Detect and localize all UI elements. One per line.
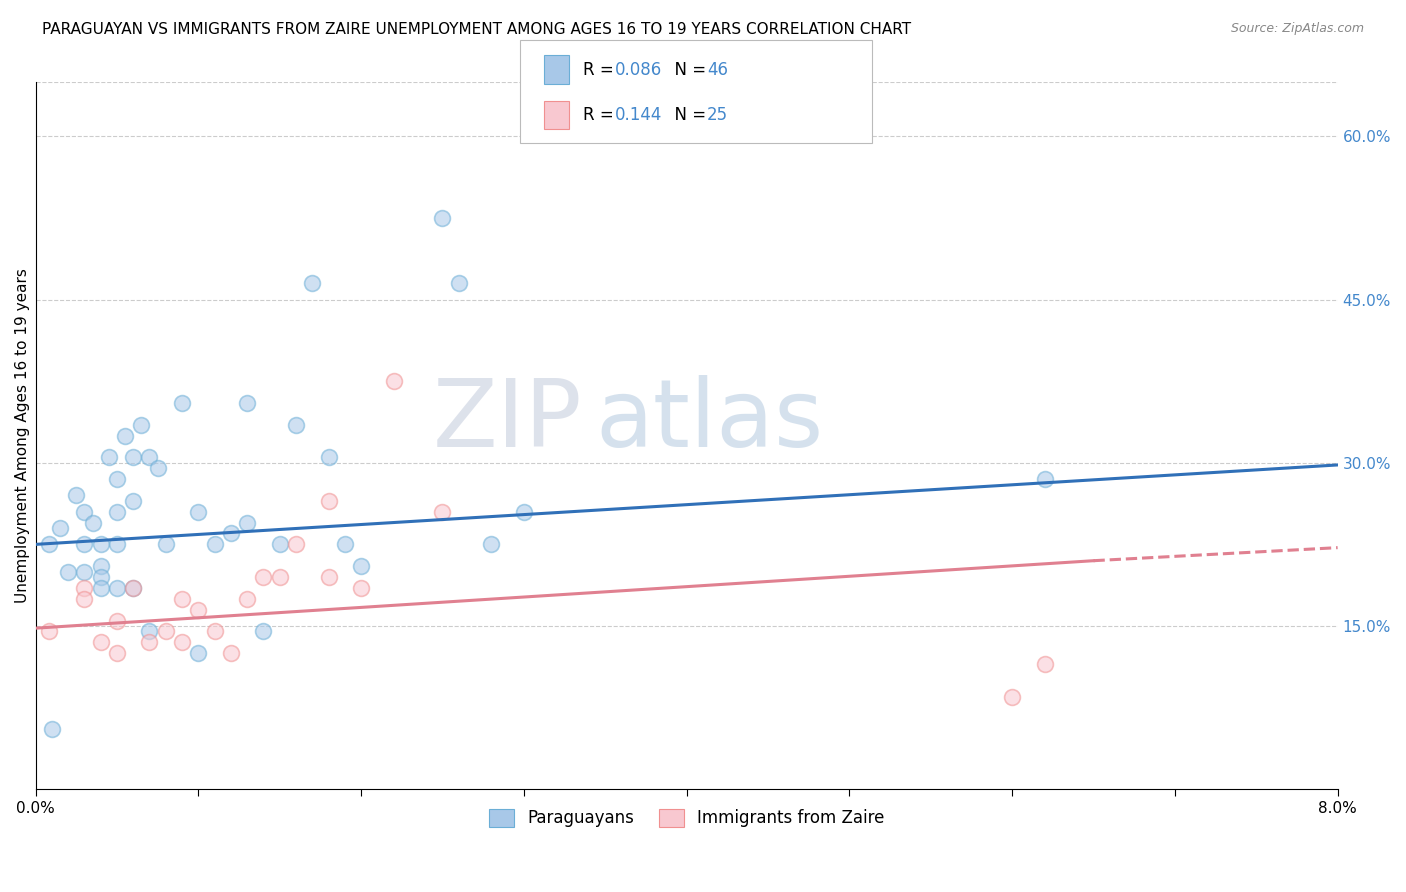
Point: [236, 396, 259, 410]
Point: [432, 505, 454, 519]
Text: 46: 46: [707, 61, 728, 78]
Point: [219, 526, 242, 541]
Point: [318, 570, 340, 584]
Point: [170, 591, 193, 606]
Text: ZIP: ZIP: [433, 376, 582, 467]
Point: [1001, 690, 1024, 704]
Point: [90, 537, 112, 551]
Point: [155, 624, 177, 639]
Point: [187, 602, 209, 616]
Point: [204, 537, 226, 551]
Point: [114, 428, 136, 442]
Point: [38, 624, 60, 639]
Point: [301, 277, 323, 291]
Point: [105, 646, 128, 660]
Point: [1033, 472, 1056, 486]
Point: [56, 565, 79, 579]
Point: [447, 277, 470, 291]
Point: [122, 493, 145, 508]
Text: 0.086: 0.086: [614, 61, 662, 78]
Point: [105, 472, 128, 486]
Point: [73, 537, 96, 551]
Point: [138, 450, 160, 465]
Point: [65, 488, 87, 502]
Point: [333, 537, 356, 551]
Point: [105, 581, 128, 595]
Point: [82, 516, 104, 530]
Point: [105, 537, 128, 551]
Text: atlas: atlas: [596, 376, 824, 467]
Point: [269, 570, 291, 584]
Point: [146, 461, 169, 475]
Point: [269, 537, 291, 551]
Point: [73, 565, 96, 579]
Point: [285, 417, 308, 432]
Point: [513, 505, 536, 519]
Point: [350, 559, 373, 574]
Point: [41, 723, 63, 737]
Point: [1033, 657, 1056, 671]
Text: N =: N =: [664, 106, 711, 124]
Point: [350, 581, 373, 595]
Point: [122, 450, 145, 465]
Y-axis label: Unemployment Among Ages 16 to 19 years: Unemployment Among Ages 16 to 19 years: [15, 268, 30, 603]
Point: [105, 614, 128, 628]
Point: [318, 493, 340, 508]
Point: [122, 581, 145, 595]
Point: [38, 537, 60, 551]
Point: [105, 505, 128, 519]
Text: 25: 25: [707, 106, 728, 124]
Point: [170, 635, 193, 649]
Point: [187, 646, 209, 660]
Text: PARAGUAYAN VS IMMIGRANTS FROM ZAIRE UNEMPLOYMENT AMONG AGES 16 TO 19 YEARS CORRE: PARAGUAYAN VS IMMIGRANTS FROM ZAIRE UNEM…: [42, 22, 911, 37]
Text: 0.144: 0.144: [614, 106, 662, 124]
Point: [138, 635, 160, 649]
Point: [138, 624, 160, 639]
Point: [252, 624, 274, 639]
Point: [236, 516, 259, 530]
Point: [155, 537, 177, 551]
Point: [204, 624, 226, 639]
Point: [219, 646, 242, 660]
Point: [73, 505, 96, 519]
Point: [122, 581, 145, 595]
Point: [97, 450, 120, 465]
Text: R =: R =: [583, 61, 620, 78]
Point: [187, 505, 209, 519]
Point: [432, 211, 454, 225]
Point: [73, 581, 96, 595]
Point: [285, 537, 308, 551]
Point: [49, 521, 72, 535]
Point: [236, 591, 259, 606]
Point: [131, 417, 153, 432]
Point: [318, 450, 340, 465]
Point: [382, 374, 405, 388]
Point: [90, 635, 112, 649]
Text: Source: ZipAtlas.com: Source: ZipAtlas.com: [1230, 22, 1364, 36]
Point: [73, 591, 96, 606]
Point: [479, 537, 502, 551]
Text: R =: R =: [583, 106, 620, 124]
Point: [170, 396, 193, 410]
Point: [90, 581, 112, 595]
Point: [90, 570, 112, 584]
Text: N =: N =: [664, 61, 711, 78]
Legend: Paraguayans, Immigrants from Zaire: Paraguayans, Immigrants from Zaire: [482, 802, 891, 834]
Point: [252, 570, 274, 584]
Point: [90, 559, 112, 574]
